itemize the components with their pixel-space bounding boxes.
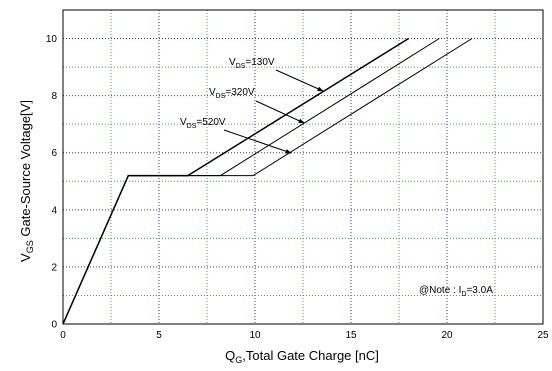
y-tick-label: 2 [51,262,57,273]
y-tick-label: 6 [51,148,57,159]
label-arrows [223,69,324,154]
series-line-520v [62,38,473,325]
y-tick-label: 10 [46,34,58,45]
x-tick-label: 10 [249,330,261,341]
label-arrow [275,69,324,92]
label-arrow [255,100,305,124]
y-tick-label: 8 [51,91,57,102]
series-label-520v: VDS=520V [180,117,226,130]
grid [63,10,543,324]
x-tick-label: 5 [156,330,162,341]
x-tick-label: 0 [60,330,66,341]
plot-frame [62,9,544,325]
y-axis-title: VGS Gate-Source Voltage[V] [18,100,35,262]
note-label: @Note : ID=3.0A [419,285,493,298]
x-tick-label: 15 [345,330,357,341]
y-tick-labels: 0 2 4 6 8 10 [46,34,58,330]
x-tick-label: 20 [441,330,453,341]
x-axis-title: QG,Total Gate Charge [nC] [225,348,379,365]
x-tick-label: 25 [537,330,549,341]
y-tick-label: 0 [51,320,57,331]
label-arrow [223,129,292,154]
series-line-320v [62,38,440,325]
series-label-130v: VDS=130V [229,57,275,70]
series-label-320v: VDS=320V [209,87,255,100]
x-tick-labels: 0 5 10 15 20 25 [60,330,549,341]
series-lines [62,37,473,325]
series-labels: VDS=130V VDS=320V VDS=520V [180,57,275,130]
y-tick-label: 4 [51,205,57,216]
